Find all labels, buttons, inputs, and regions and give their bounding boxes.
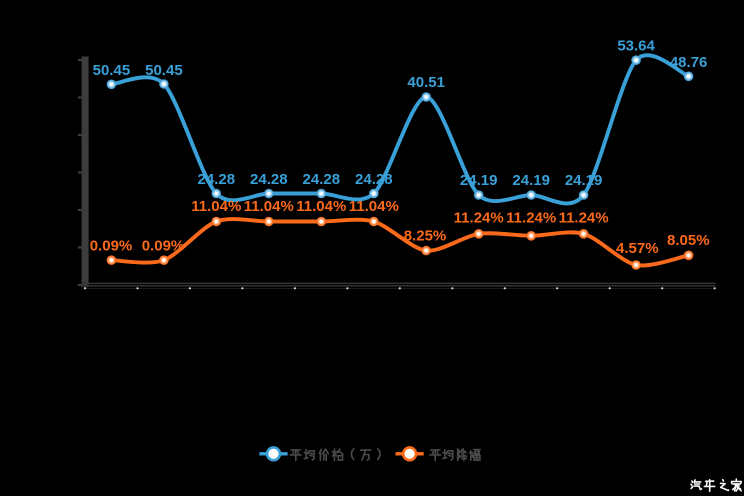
svg-text:24.28: 24.28 bbox=[355, 171, 393, 188]
svg-text:11.04%: 11.04% bbox=[244, 198, 294, 215]
svg-text:8.25%: 8.25% bbox=[404, 227, 447, 244]
svg-text:24.19: 24.19 bbox=[512, 172, 550, 189]
svg-text:24.19: 24.19 bbox=[460, 172, 498, 189]
svg-text:24.28: 24.28 bbox=[198, 171, 236, 188]
svg-text:24.28: 24.28 bbox=[250, 171, 288, 188]
svg-text:11.04%: 11.04% bbox=[349, 198, 399, 215]
svg-text:50.45: 50.45 bbox=[145, 62, 183, 79]
svg-text:4.57%: 4.57% bbox=[616, 240, 659, 257]
svg-text:48.76: 48.76 bbox=[670, 54, 708, 71]
svg-text:11.24%: 11.24% bbox=[506, 210, 556, 227]
svg-text:0.09%: 0.09% bbox=[142, 238, 185, 255]
svg-text:50.45: 50.45 bbox=[93, 62, 131, 79]
svg-text:24.28: 24.28 bbox=[303, 171, 341, 188]
svg-text:40.51: 40.51 bbox=[407, 74, 445, 91]
svg-text:8.05%: 8.05% bbox=[667, 232, 710, 249]
svg-text:11.24%: 11.24% bbox=[559, 210, 609, 227]
svg-text:24.19: 24.19 bbox=[565, 172, 603, 189]
svg-text:11.04%: 11.04% bbox=[191, 198, 241, 215]
svg-text:11.04%: 11.04% bbox=[296, 198, 346, 215]
svg-text:0.09%: 0.09% bbox=[90, 238, 133, 255]
svg-text:11.24%: 11.24% bbox=[454, 210, 504, 227]
svg-text:53.64: 53.64 bbox=[617, 37, 655, 54]
